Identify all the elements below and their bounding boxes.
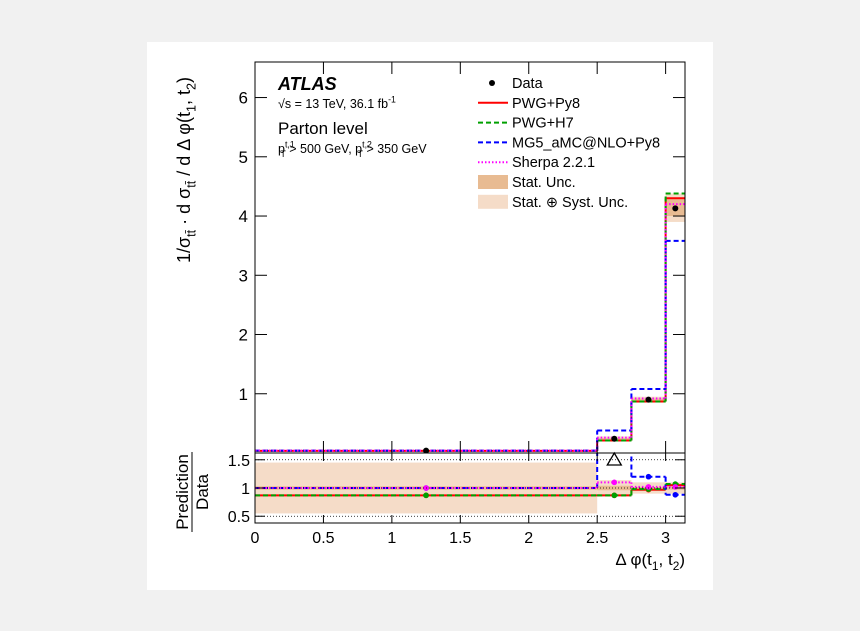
text-segment: ) <box>174 77 194 83</box>
text-segment: ) <box>679 550 685 569</box>
y-tick-label: 4 <box>239 207 248 226</box>
text-segment: T <box>280 149 286 159</box>
annotation: Parton level <box>278 119 368 138</box>
text-segment: t,1 <box>285 139 295 149</box>
ratio-point <box>611 479 618 486</box>
legend-label: Stat. ⊕ Syst. Unc. <box>512 195 628 211</box>
text-segment: Δ φ(t <box>615 550 652 569</box>
ratio-y-label: Prediction <box>173 454 192 530</box>
text-segment: Parton level <box>278 119 368 138</box>
y-tick-label: 1 <box>241 481 250 498</box>
y-tick-label: 1.5 <box>228 453 250 470</box>
text-segment: tt̄ <box>184 180 198 187</box>
legend-label: Sherpa 2.2.1 <box>512 155 595 171</box>
x-tick-label: 0 <box>251 530 260 547</box>
text-segment: , t <box>659 550 673 569</box>
text-segment: p <box>278 142 285 156</box>
y-tick-label: 2 <box>239 326 248 345</box>
data-point <box>423 447 430 453</box>
text-segment: 1 <box>184 105 198 112</box>
annotation: √s = 13 TeV, 36.1 fb-1 <box>278 94 396 111</box>
text-segment: 1 <box>652 559 659 573</box>
text-segment: 2 <box>184 83 198 90</box>
legend-label: Data <box>512 76 544 92</box>
y-tick-label: 3 <box>239 266 248 285</box>
text-segment: > 500 GeV, p <box>286 142 362 156</box>
y-tick-label: 0.5 <box>228 509 250 526</box>
data-point <box>611 435 618 442</box>
x-tick-label: 1.5 <box>449 530 471 547</box>
text-segment: 1/σ <box>174 237 194 263</box>
annotation: ATLAS <box>277 74 337 94</box>
legend-label: PWG+H7 <box>512 116 574 132</box>
legend-marker <box>489 80 495 86</box>
text-segment: · d σ <box>174 188 194 230</box>
annotation: pt,1 T > 500 GeV, pt,2 T > 350 GeV <box>278 139 427 158</box>
x-axis-label: Δ φ(t1, t2) <box>615 550 685 573</box>
legend-label: PWG+Py8 <box>512 96 580 112</box>
off-scale-marker <box>606 451 623 466</box>
y-tick-label: 6 <box>239 89 248 108</box>
ratio-point <box>672 484 679 490</box>
ratio-y-label: Data <box>193 474 212 510</box>
x-tick-label: 0.5 <box>312 530 334 547</box>
legend-label: Stat. Unc. <box>512 175 576 191</box>
ratio-point <box>611 492 618 499</box>
text-segment: tt̄ <box>184 229 198 236</box>
x-tick-label: 2.5 <box>586 530 608 547</box>
ratio-point <box>645 484 652 490</box>
data-point <box>645 396 652 403</box>
main-plot <box>255 192 685 453</box>
ratio-point <box>645 473 652 480</box>
text-segment: 2 <box>673 559 680 573</box>
text-segment: T <box>358 149 364 159</box>
ratio-point <box>423 492 429 499</box>
y-axis-label: 1/σtt̄ · d σtt̄ / d Δ φ(t1, t2) <box>174 77 198 263</box>
text-segment: > 350 GeV <box>363 142 427 156</box>
x-tick-label: 1 <box>387 530 396 547</box>
y-tick-label: 1 <box>239 385 248 404</box>
data-point <box>672 205 679 212</box>
text-segment: / d Δ φ(t <box>174 112 194 181</box>
ratio-band <box>597 485 632 491</box>
x-tick-label: 2 <box>524 530 533 547</box>
text-segment: ATLAS <box>277 74 337 94</box>
y-tick-label: 5 <box>239 148 248 167</box>
text-segment: -1 <box>388 94 396 104</box>
text-segment: √s = 13 TeV, 36.1 fb <box>278 97 388 111</box>
x-tick-label: 3 <box>661 530 670 547</box>
text-segment: , t <box>174 90 194 105</box>
legend-swatch <box>478 175 508 189</box>
text-segment: t,2 <box>362 139 372 149</box>
legend-swatch <box>478 194 508 209</box>
legend-label: MG5_aMC@NLO+Py8 <box>512 135 660 151</box>
ratio-point <box>672 491 679 498</box>
